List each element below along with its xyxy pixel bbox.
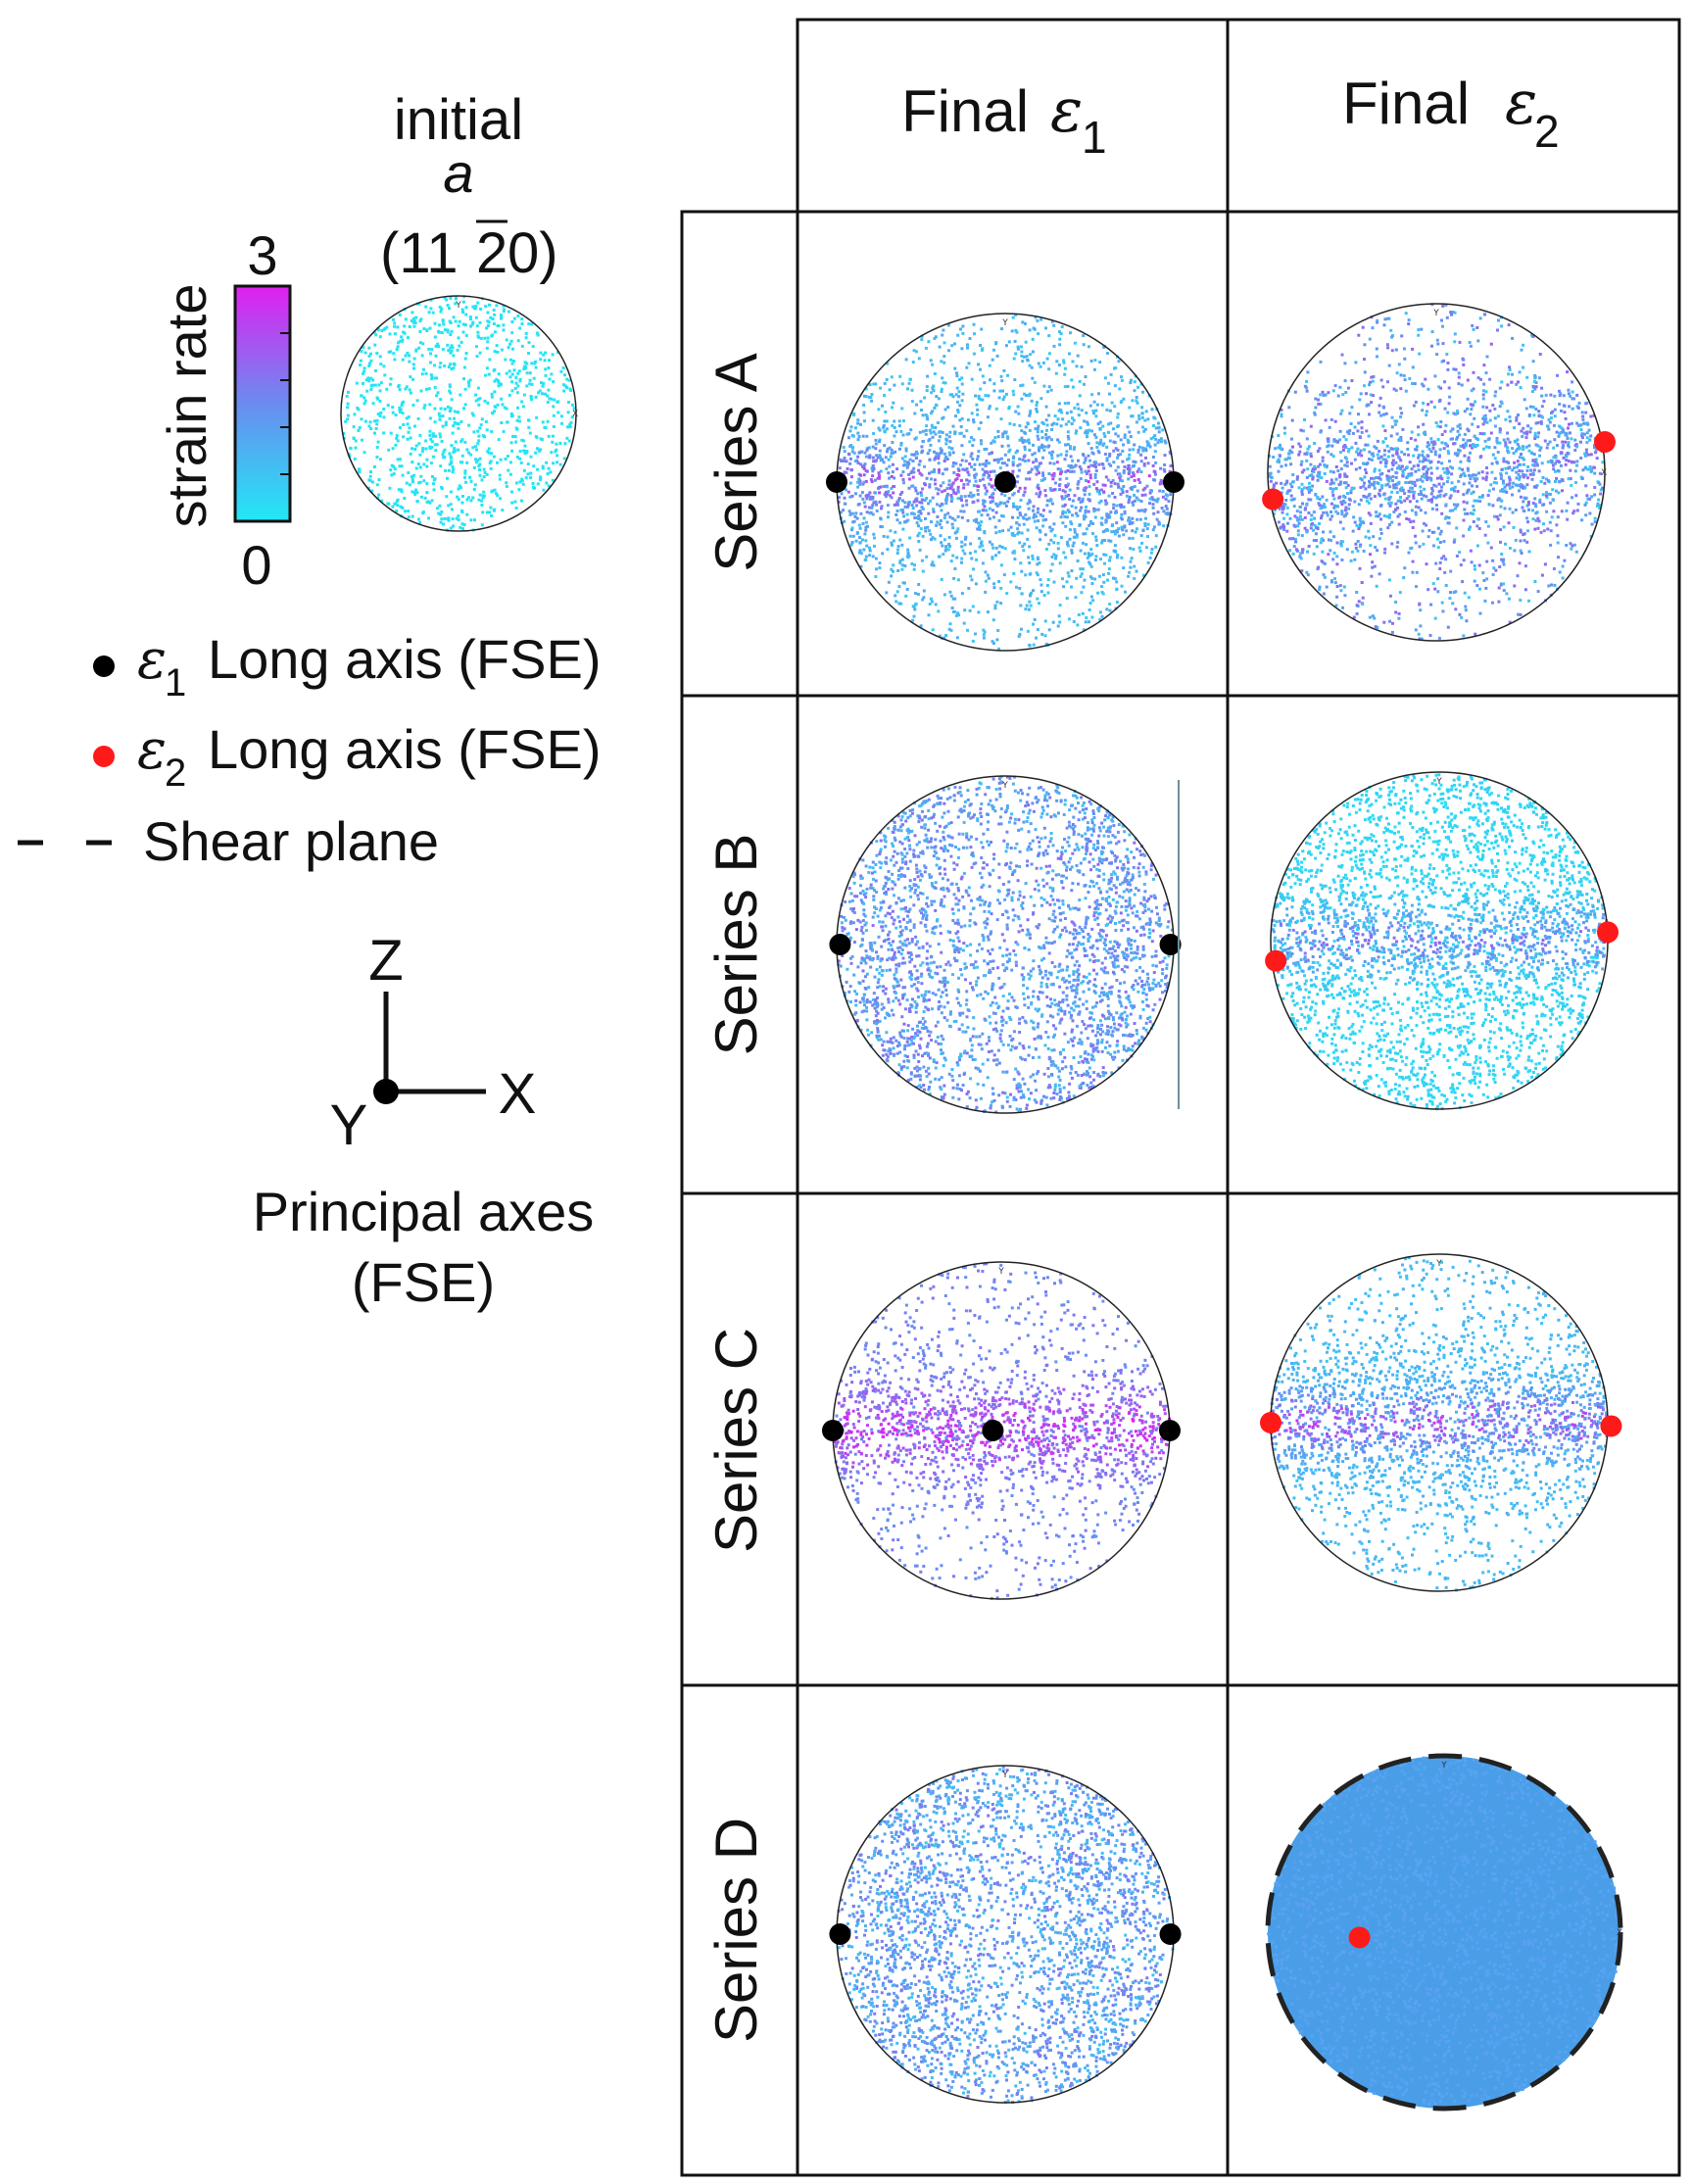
colorbar-title: strain rate xyxy=(156,284,218,528)
pole-figure-series-d-eps1: YX xyxy=(829,1766,1181,2104)
y-axis-dot xyxy=(373,1079,399,1104)
eps2-long-axis-marker xyxy=(1265,950,1286,972)
miller-index-bar-digit: 2 xyxy=(476,221,508,285)
pole-figure-y-label: Y xyxy=(1001,318,1008,328)
legend-eps2-symbol: ε xyxy=(137,718,167,782)
legend-eps2-subscript: 2 xyxy=(165,752,186,795)
row-label-series-d: Series D xyxy=(703,1818,769,2043)
column-header-2-prefix: Final xyxy=(1342,71,1470,136)
pole-figure-series-c-eps1: YX xyxy=(822,1262,1181,1600)
eps1-long-axis-marker xyxy=(826,471,847,493)
legend-eps1-marker xyxy=(93,655,115,677)
eps2-long-axis-marker xyxy=(1260,1412,1281,1433)
z-axis-label: Z xyxy=(368,929,403,993)
legend-eps1-text: Long axis (FSE) xyxy=(208,628,602,690)
pole-figure-y-label: Y xyxy=(1435,1259,1442,1269)
eps1-long-axis-marker xyxy=(982,1420,1003,1441)
pole-figure-x-label: X xyxy=(1601,468,1607,478)
column-header-1-prefix: Final xyxy=(901,78,1029,144)
y-axis-label: Y xyxy=(330,1093,368,1157)
eps2-long-axis-marker xyxy=(1597,921,1619,943)
eps1-long-axis-marker xyxy=(1160,1923,1182,1945)
axes-caption-line1: Principal axes xyxy=(253,1181,595,1242)
legend-eps2-text: Long axis (FSE) xyxy=(208,718,602,780)
miller-index-open: (11 xyxy=(380,221,459,285)
eps1-long-axis-marker xyxy=(994,471,1016,493)
pole-figure-y-label: Y xyxy=(1435,777,1442,787)
pole-figure-y-label: Y xyxy=(1432,309,1439,318)
eps1-long-axis-marker xyxy=(829,1923,850,1945)
column-header-1-symbol: ε xyxy=(1050,74,1083,146)
pole-figure-initial: YX xyxy=(341,295,578,531)
principal-axes-key: Z X Y Principal axes (FSE) xyxy=(253,929,595,1313)
column-header-2-subscript: 2 xyxy=(1534,106,1560,157)
pole-figure-y-label: Y xyxy=(1440,1761,1447,1771)
pole-figure-series-b-eps1: YX xyxy=(829,775,1181,1113)
legend-shear-text: Shear plane xyxy=(143,810,439,872)
colorbar-min-label: 0 xyxy=(241,534,271,596)
colorbar-max-label: 3 xyxy=(247,224,277,286)
eps1-long-axis-marker xyxy=(1163,471,1184,493)
pole-figure-y-label: Y xyxy=(1001,781,1008,791)
pole-figure-series-d-eps2: YX xyxy=(1267,1756,1622,2110)
pole-figure-series-c-eps2: YX xyxy=(1260,1254,1621,1591)
pole-figure-x-label: X xyxy=(1617,1928,1622,1938)
pole-figure-x-label: X xyxy=(572,410,578,419)
column-header-1-subscript: 1 xyxy=(1082,112,1107,163)
pole-figure-series-b-eps2: YX xyxy=(1265,772,1619,1110)
eps2-long-axis-marker xyxy=(1594,431,1616,453)
pole-figure-y-label: Y xyxy=(997,1267,1004,1277)
legend-eps1-subscript: 1 xyxy=(165,661,186,704)
eps2-long-axis-marker xyxy=(1349,1926,1371,1948)
colorbar xyxy=(235,286,290,521)
row-label-series-b: Series B xyxy=(703,834,769,1056)
initial-axis-label: a xyxy=(443,142,473,204)
row-label-series-a: Series A xyxy=(703,353,769,571)
legend-eps1-symbol: ε xyxy=(137,628,167,692)
pole-figure-series-a-eps1: YX xyxy=(826,314,1184,651)
eps1-long-axis-marker xyxy=(822,1420,844,1441)
pole-figure-y-label: Y xyxy=(1001,1771,1008,1780)
eps2-long-axis-marker xyxy=(1262,489,1283,510)
column-header-2-symbol: ε xyxy=(1505,67,1537,138)
eps1-long-axis-marker xyxy=(1159,1420,1181,1441)
legend-eps2-marker xyxy=(93,746,115,767)
eps2-long-axis-marker xyxy=(1600,1415,1621,1436)
miller-index-close: 0) xyxy=(508,221,558,285)
pole-figure-y-label: Y xyxy=(455,301,461,311)
row-label-series-c: Series C xyxy=(703,1328,769,1553)
axes-caption-line2: (FSE) xyxy=(352,1251,495,1313)
pole-figure-series-a-eps2: YX xyxy=(1262,303,1616,641)
eps1-long-axis-marker xyxy=(829,934,850,955)
x-axis-label: X xyxy=(499,1062,537,1126)
